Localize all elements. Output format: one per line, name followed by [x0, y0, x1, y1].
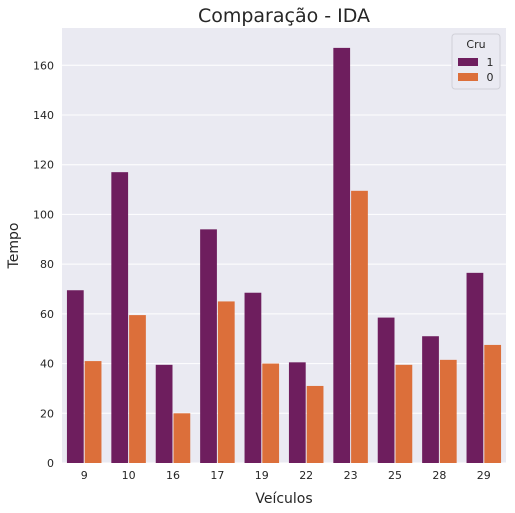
- legend-label-1: 1: [487, 56, 494, 69]
- x-tick-label: 10: [122, 469, 136, 482]
- y-tick-label: 20: [40, 407, 54, 420]
- bar-10-series-0: [129, 315, 146, 463]
- bar-29-series-1: [466, 272, 484, 463]
- legend: Cru 10: [451, 33, 501, 90]
- y-tick-labels: 0 20 40 60 80 100 120 140 160: [33, 59, 54, 470]
- bar-23-series-0: [351, 190, 368, 464]
- legend-swatch-0: [458, 73, 478, 81]
- bar-9-series-1: [66, 290, 84, 463]
- x-tick-label: 29: [477, 469, 491, 482]
- bar-28-series-0: [439, 359, 457, 463]
- y-tick-label: 40: [40, 358, 54, 371]
- y-tick-label: 120: [33, 159, 54, 172]
- y-tick-label: 80: [40, 258, 54, 271]
- y-tick-label: 60: [40, 308, 54, 321]
- bar-25-series-1: [377, 317, 395, 463]
- y-axis-title: Tempo: [6, 223, 22, 270]
- y-tick-label: 140: [33, 109, 54, 122]
- bar-22-series-1: [288, 362, 306, 463]
- bar-10-series-1: [111, 172, 129, 463]
- x-tick-label: 28: [432, 469, 446, 482]
- legend-title: Cru: [466, 38, 485, 51]
- x-tick-label: 17: [210, 469, 224, 482]
- bars: [66, 47, 502, 464]
- bar-19-series-0: [262, 363, 280, 463]
- x-tick-label: 22: [299, 469, 313, 482]
- chart-title: Comparação - IDA: [198, 5, 370, 27]
- bar-25-series-0: [395, 364, 413, 463]
- y-tick-label: 160: [33, 59, 54, 72]
- x-tick-label: 9: [81, 469, 88, 482]
- x-tick-label: 16: [166, 469, 180, 482]
- bar-17-series-0: [217, 301, 235, 463]
- bar-9-series-0: [84, 361, 102, 463]
- x-tick-label: 25: [388, 469, 402, 482]
- bar-17-series-1: [200, 229, 217, 463]
- y-tick-label: 100: [33, 208, 54, 221]
- legend-label-0: 0: [487, 71, 494, 84]
- bar-29-series-0: [484, 344, 502, 463]
- bar-28-series-1: [422, 336, 439, 463]
- bar-22-series-0: [306, 385, 324, 463]
- legend-swatch-1: [458, 58, 478, 66]
- x-tick-label: 23: [344, 469, 358, 482]
- legend-items: 10: [458, 56, 494, 84]
- x-tick-labels: 9 10 16 17 19 22 23 25 28 29: [81, 469, 491, 482]
- y-tick-label: 0: [47, 457, 54, 470]
- x-tick-label: 19: [255, 469, 269, 482]
- x-axis-title: Veículos: [255, 491, 312, 507]
- bar-16-series-0: [173, 413, 191, 463]
- bar-23-series-1: [333, 47, 351, 464]
- plot-area: [62, 28, 506, 463]
- bar-16-series-1: [155, 364, 173, 463]
- bar-19-series-1: [244, 292, 262, 463]
